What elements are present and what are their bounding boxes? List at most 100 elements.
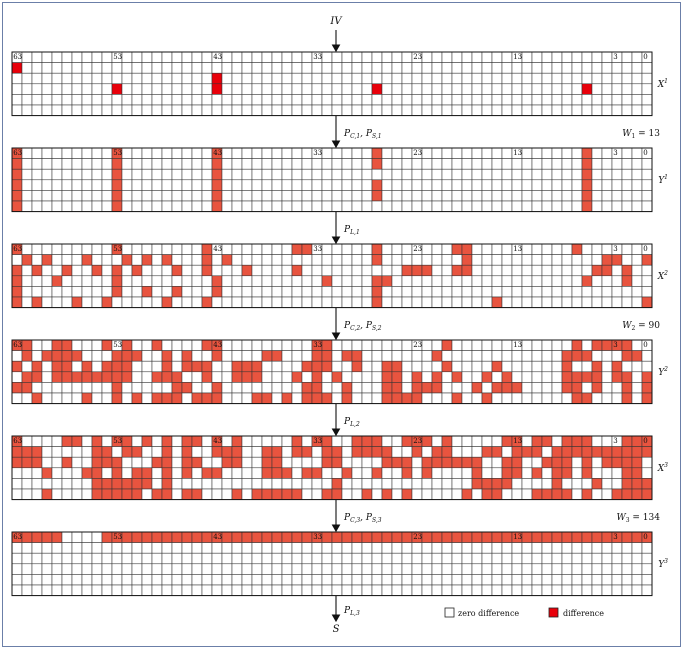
zero-cell xyxy=(431,254,443,266)
zero-cell xyxy=(291,72,303,85)
difference-cell xyxy=(121,371,133,383)
zero-cell xyxy=(141,446,153,458)
zero-cell xyxy=(221,147,233,159)
zero-cell xyxy=(61,62,73,74)
zero-cell xyxy=(181,158,193,170)
zero-cell xyxy=(541,51,553,63)
zero-cell xyxy=(441,179,453,191)
difference-cell xyxy=(641,382,653,394)
zero-cell xyxy=(491,168,503,181)
zero-cell xyxy=(471,190,483,202)
zero-cell xyxy=(141,243,153,255)
difference-cell xyxy=(111,350,123,362)
difference-cell xyxy=(611,371,623,383)
zero-cell xyxy=(191,371,203,383)
zero-cell xyxy=(561,179,573,191)
difference-cell xyxy=(51,371,63,383)
zero-cell xyxy=(501,360,513,373)
zero-cell xyxy=(301,200,313,212)
zero-cell xyxy=(371,51,383,63)
zero-cell xyxy=(541,296,553,308)
zero-cell xyxy=(271,542,283,554)
difference-cell xyxy=(621,264,633,277)
zero-cell xyxy=(21,94,33,106)
zero-cell xyxy=(361,264,373,277)
difference-cell xyxy=(391,392,403,404)
zero-cell xyxy=(51,584,63,596)
zero-cell xyxy=(511,478,523,490)
zero-cell xyxy=(171,72,183,85)
zero-cell xyxy=(341,542,353,554)
difference-cell xyxy=(571,339,583,351)
zero-cell xyxy=(401,350,413,362)
zero-cell xyxy=(521,467,533,479)
zero-cell xyxy=(401,190,413,202)
zero-cell xyxy=(531,62,543,74)
difference-cell xyxy=(561,488,573,500)
zero-cell xyxy=(241,584,253,596)
zero-cell xyxy=(471,72,483,85)
zero-cell xyxy=(421,62,433,74)
zero-cell xyxy=(21,200,33,212)
difference-cell xyxy=(11,360,23,373)
zero-cell xyxy=(541,584,553,596)
zero-cell xyxy=(341,360,353,373)
difference-cell xyxy=(251,360,263,373)
zero-cell xyxy=(541,264,553,277)
bit-index-label: 23 xyxy=(413,53,422,61)
zero-cell xyxy=(391,158,403,170)
zero-cell xyxy=(41,382,53,394)
bit-index-label: 63 xyxy=(13,341,22,349)
zero-cell xyxy=(331,254,343,266)
zero-cell xyxy=(201,158,213,170)
zero-cell xyxy=(261,190,273,202)
zero-cell xyxy=(581,563,593,575)
zero-cell xyxy=(601,478,613,490)
zero-cell xyxy=(501,339,513,351)
difference-cell xyxy=(621,275,633,287)
difference-cell xyxy=(481,478,493,490)
zero-cell xyxy=(151,286,163,298)
difference-cell xyxy=(101,360,113,373)
zero-cell xyxy=(501,104,513,116)
zero-cell xyxy=(21,62,33,74)
zero-cell xyxy=(581,286,593,298)
zero-cell xyxy=(441,467,453,479)
zero-cell xyxy=(81,72,93,85)
zero-cell xyxy=(161,190,173,202)
zero-cell xyxy=(201,350,213,362)
zero-cell xyxy=(441,254,453,266)
bit-index-label: 3 xyxy=(613,53,617,61)
zero-cell xyxy=(431,62,443,74)
zero-cell xyxy=(521,254,533,266)
difference-cell xyxy=(451,371,463,383)
transition-label: PL,3 xyxy=(343,606,360,617)
zero-cell xyxy=(91,584,103,596)
zero-cell xyxy=(521,382,533,394)
zero-cell xyxy=(261,83,273,95)
zero-cell xyxy=(461,147,473,159)
zero-cell xyxy=(291,158,303,170)
zero-cell xyxy=(51,254,63,266)
bit-index-label: 43 xyxy=(213,437,222,445)
zero-cell xyxy=(451,179,463,191)
zero-cell xyxy=(101,158,113,170)
zero-cell xyxy=(551,147,563,159)
difference-cell xyxy=(551,446,563,458)
zero-cell xyxy=(141,296,153,308)
bit-index-label: 63 xyxy=(13,53,22,61)
zero-cell xyxy=(451,200,463,212)
difference-cell xyxy=(581,435,593,447)
difference-cell xyxy=(51,275,63,287)
zero-cell xyxy=(521,51,533,63)
zero-cell xyxy=(371,360,383,373)
zero-cell xyxy=(161,83,173,95)
zero-cell xyxy=(61,158,73,170)
zero-cell xyxy=(191,382,203,394)
zero-cell xyxy=(421,158,433,170)
zero-cell xyxy=(281,574,293,586)
difference-cell xyxy=(351,360,363,373)
zero-cell xyxy=(431,243,443,255)
zero-cell xyxy=(111,574,123,586)
difference-cell xyxy=(201,254,213,266)
